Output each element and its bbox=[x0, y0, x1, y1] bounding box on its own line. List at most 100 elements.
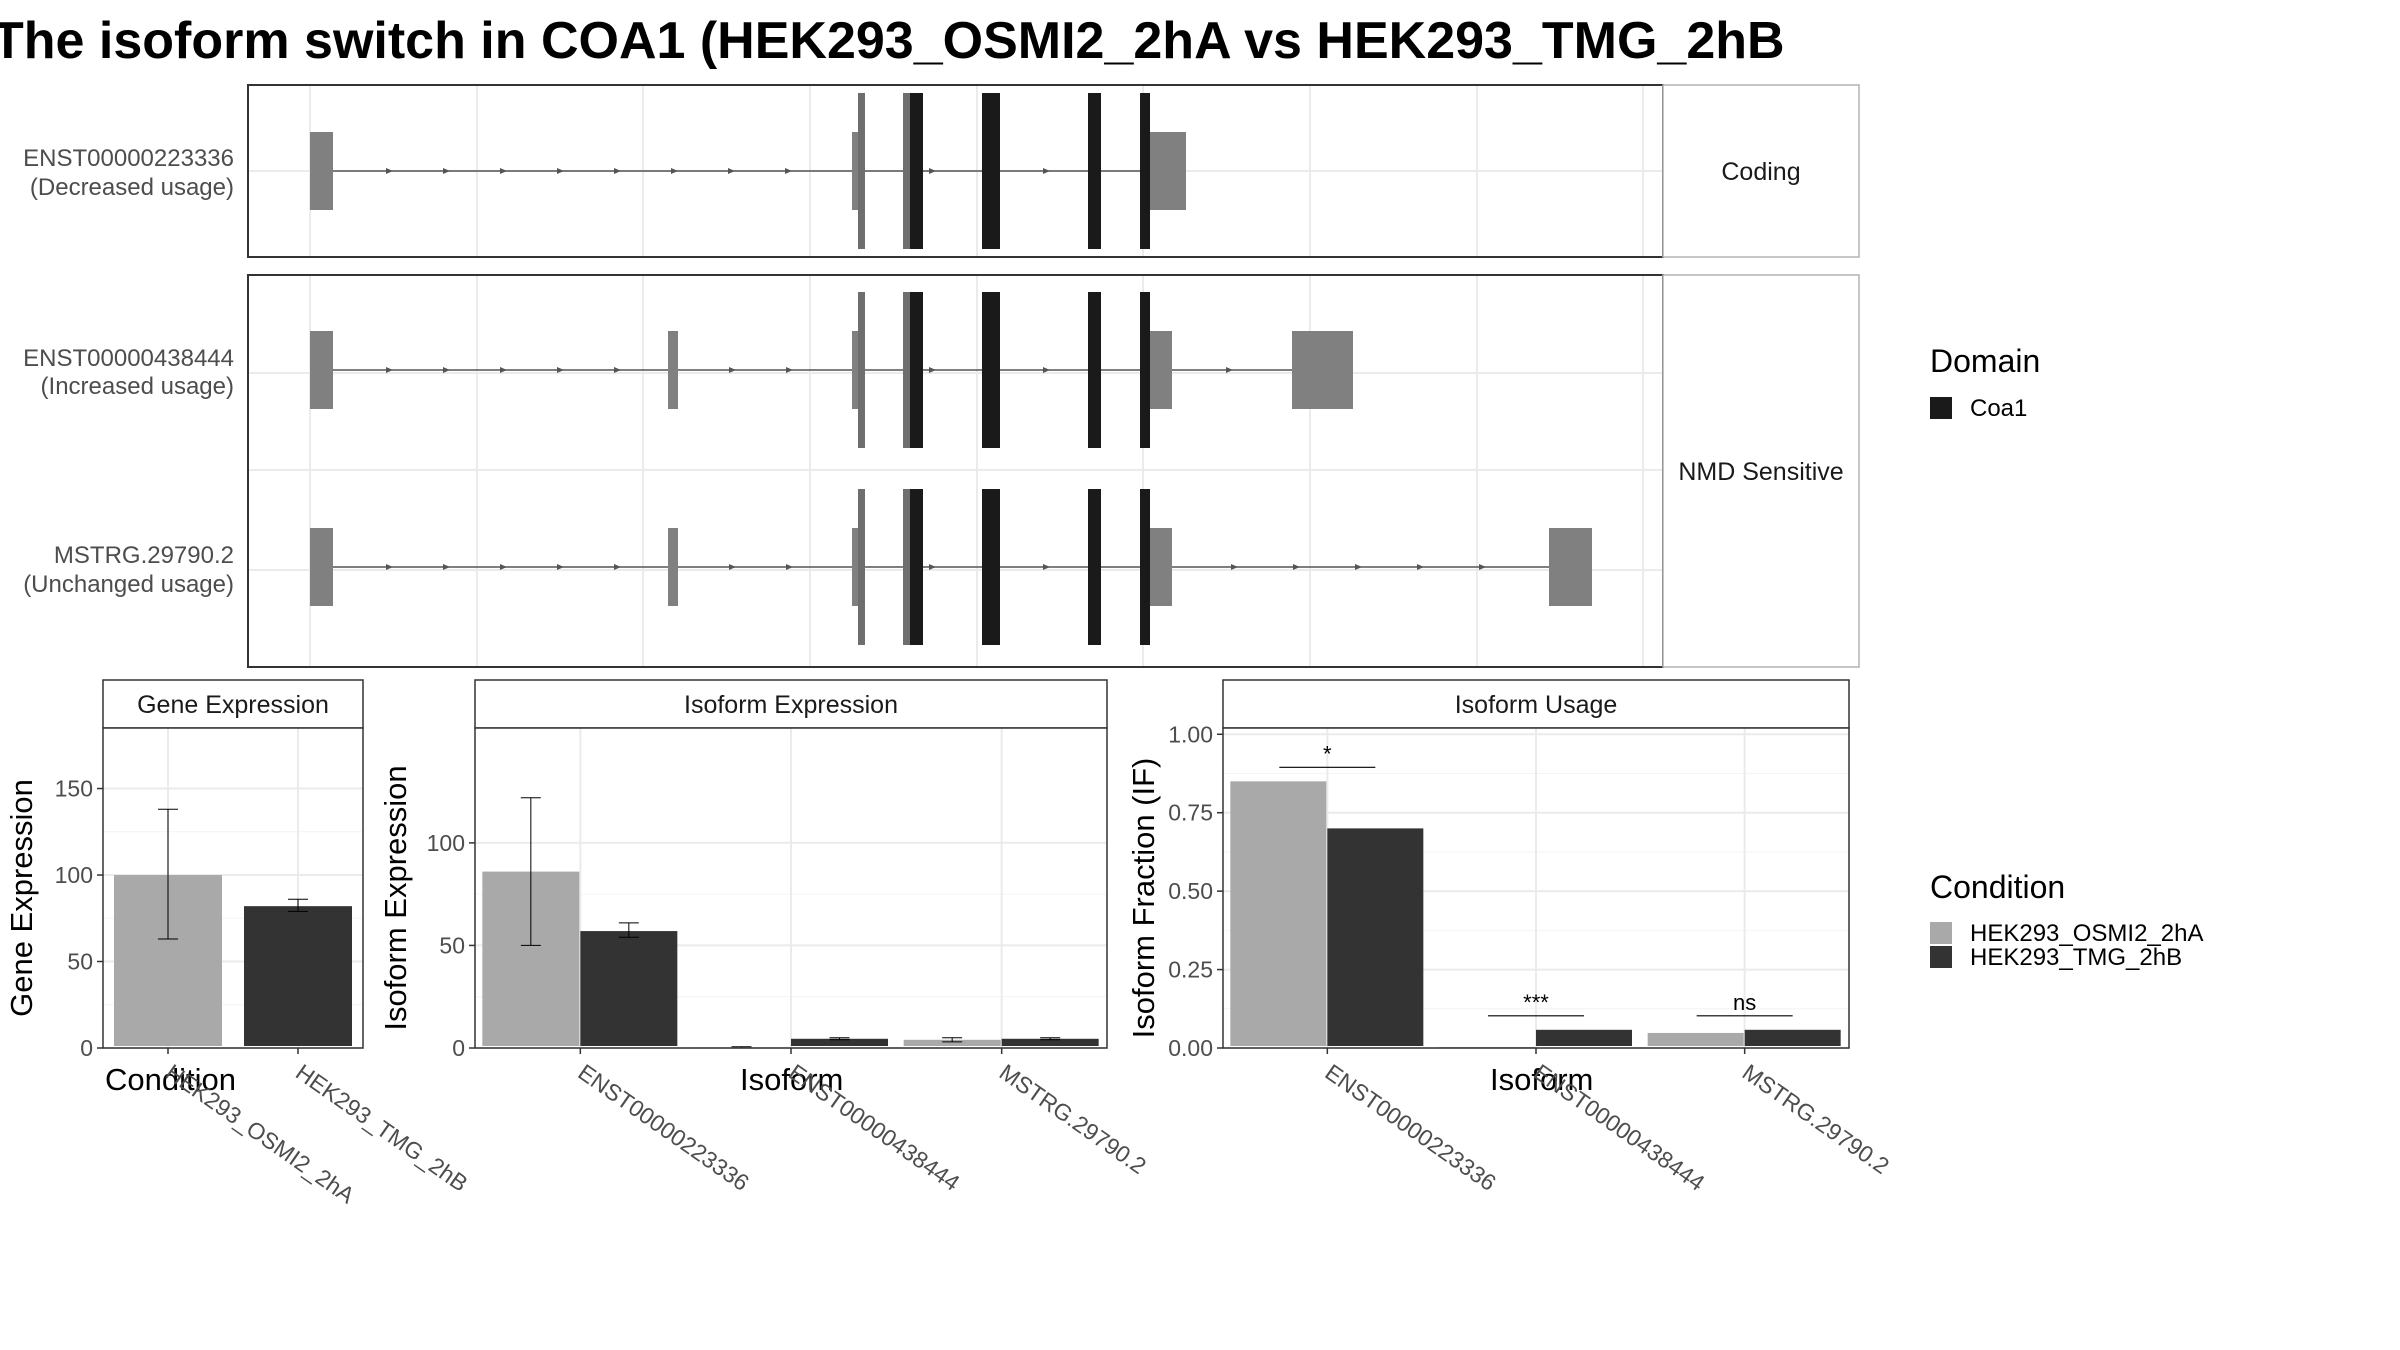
isoform-usage-panel: Isoform Isoform Fraction (IF) Isoform Us… bbox=[1126, 679, 1894, 1196]
panel-strip bbox=[1222, 679, 1850, 729]
transcript-enst00000438444 bbox=[310, 292, 1353, 448]
y-tick-label: 0.75 bbox=[1168, 800, 1213, 826]
data-bar bbox=[1647, 1032, 1744, 1046]
intron-direction-arrow bbox=[929, 564, 936, 570]
data-bar bbox=[1230, 781, 1327, 1046]
figure-title: The isoform switch in COA1 (HEK293_OSMI2… bbox=[0, 12, 1785, 70]
x-tick-label: ENST00000438444 bbox=[1529, 1059, 1710, 1196]
exon-box bbox=[852, 132, 862, 210]
intron-direction-arrow bbox=[1043, 367, 1050, 373]
x-tick-label: MSTRG.29790.2 bbox=[995, 1059, 1151, 1179]
isoform-label-2-usage: (Unchanged usage) bbox=[23, 571, 234, 598]
strip-coding bbox=[1662, 84, 1860, 258]
exon-box bbox=[310, 132, 333, 210]
panel-border bbox=[102, 727, 364, 1049]
intron-direction-arrow bbox=[500, 564, 507, 570]
condition-legend-title: Condition bbox=[1930, 869, 2065, 905]
x-tick-label: ENST00000223336 bbox=[1320, 1059, 1500, 1196]
intron-direction-arrow bbox=[671, 168, 678, 174]
intron-direction-arrow bbox=[500, 168, 507, 174]
intron-direction-arrow bbox=[614, 168, 621, 174]
isoform-label-1-usage: (Increased usage) bbox=[41, 373, 234, 400]
y-tick-label: 1.00 bbox=[1168, 721, 1213, 747]
isoform-expression-plot: Isoform Expression 0 50 100 ENST00000223336 E… bbox=[427, 679, 1151, 1196]
intron-direction-arrow bbox=[729, 367, 736, 373]
coa1-domain-box bbox=[1140, 489, 1150, 645]
intron-direction-arrow bbox=[443, 168, 450, 174]
intron-direction-arrow bbox=[557, 168, 564, 174]
intron-direction-arrow bbox=[1043, 168, 1050, 174]
isoform-usage-x-title: Isoform bbox=[1490, 1062, 1593, 1097]
x-tick-label: ENST00000438444 bbox=[784, 1059, 965, 1196]
data-bar bbox=[580, 931, 678, 1046]
coding-exon-box bbox=[858, 93, 865, 249]
intron-direction-arrow bbox=[386, 564, 393, 570]
isoform-usage-plot: Isoform Usage**** ns0.000.250.500.751.00E… bbox=[1168, 679, 1894, 1196]
data-bar bbox=[903, 1039, 1001, 1046]
intron-direction-arrow bbox=[443, 367, 450, 373]
transcript-enst00000223336 bbox=[310, 93, 1186, 249]
condition-legend: Condition HEK293_OSMI2_2hA HEK293_TMG_2h… bbox=[1930, 869, 2203, 971]
isoform-label-1-id: ENST00000438444 bbox=[23, 345, 234, 372]
condition-legend-item-a: HEK293_OSMI2_2hA bbox=[1970, 920, 2203, 947]
intron-direction-arrow bbox=[443, 564, 450, 570]
isoform-usage-y-title: Isoform Fraction (IF) bbox=[1126, 758, 1161, 1039]
gene-expression-panel: Condition Gene Expression Gene Expressio… bbox=[4, 679, 473, 1209]
intron-direction-arrow bbox=[1226, 367, 1233, 373]
intron-direction-arrow bbox=[614, 367, 621, 373]
intron-direction-arrow bbox=[614, 564, 621, 570]
y-tick-label: 50 bbox=[439, 932, 465, 958]
significance-label: * bbox=[1323, 741, 1332, 766]
coding-exon-box bbox=[903, 93, 912, 249]
y-tick-label: 100 bbox=[55, 862, 93, 888]
data-bar bbox=[1327, 828, 1424, 1046]
intron-direction-arrow bbox=[786, 564, 793, 570]
exon-box bbox=[668, 528, 678, 606]
x-tick-label: MSTRG.29790.2 bbox=[1738, 1059, 1894, 1179]
coding-exon-box bbox=[858, 489, 865, 645]
gene-expression-x-title: Condition bbox=[105, 1062, 236, 1097]
intron-direction-arrow bbox=[729, 564, 736, 570]
coding-exon-box bbox=[903, 292, 912, 448]
domain-legend: Domain Coa1 bbox=[1930, 343, 2040, 422]
coa1-domain-box bbox=[910, 93, 922, 249]
strip-nmd-label: NMD Sensitive bbox=[1678, 458, 1843, 486]
intron-direction-arrow bbox=[1355, 564, 1362, 570]
exon-box bbox=[668, 331, 678, 409]
coa1-domain-box bbox=[982, 292, 1000, 448]
y-tick-label: 150 bbox=[55, 776, 93, 802]
intron-direction-arrow bbox=[785, 168, 792, 174]
y-tick-label: 0.00 bbox=[1168, 1035, 1213, 1061]
coa1-domain-box bbox=[1088, 292, 1100, 448]
condition-legend-item-b: HEK293_TMG_2hB bbox=[1970, 944, 2182, 971]
intron-direction-arrow bbox=[386, 367, 393, 373]
panel-strip bbox=[474, 679, 1108, 729]
coa1-domain-box bbox=[1088, 93, 1100, 249]
data-bar bbox=[1744, 1029, 1841, 1046]
isoform-expression-panel: Isoform Isoform Expression Isoform Expre… bbox=[378, 679, 1151, 1196]
data-bar bbox=[244, 906, 352, 1046]
intron-direction-arrow bbox=[786, 367, 793, 373]
intron-direction-arrow bbox=[929, 367, 936, 373]
transcript-mstrg-29790-2 bbox=[310, 489, 1592, 645]
intron-direction-arrow bbox=[1293, 564, 1300, 570]
strip-coding-label: Coding bbox=[1721, 158, 1800, 186]
data-bar bbox=[1536, 1029, 1632, 1046]
coa1-domain-box bbox=[910, 489, 922, 645]
domain-legend-item-coa1: Coa1 bbox=[1970, 395, 2027, 422]
intron-direction-arrow bbox=[929, 168, 936, 174]
coding-exon-box bbox=[903, 489, 912, 645]
intron-direction-arrow bbox=[557, 367, 564, 373]
panel-strip-label: Gene Expression bbox=[137, 691, 329, 719]
coding-exon-box bbox=[858, 292, 865, 448]
y-tick-label: 0.50 bbox=[1168, 878, 1213, 904]
exon-box bbox=[1292, 331, 1353, 409]
y-tick-label: 0 bbox=[80, 1035, 93, 1061]
exon-box bbox=[1549, 528, 1592, 606]
panel-strip-label: Isoform Expression bbox=[684, 691, 898, 719]
intron-direction-arrow bbox=[728, 168, 735, 174]
exon-box bbox=[310, 331, 333, 409]
isoform-label-2-id: MSTRG.29790.2 bbox=[54, 542, 234, 569]
structure-facet-coding: Coding bbox=[247, 84, 1860, 258]
